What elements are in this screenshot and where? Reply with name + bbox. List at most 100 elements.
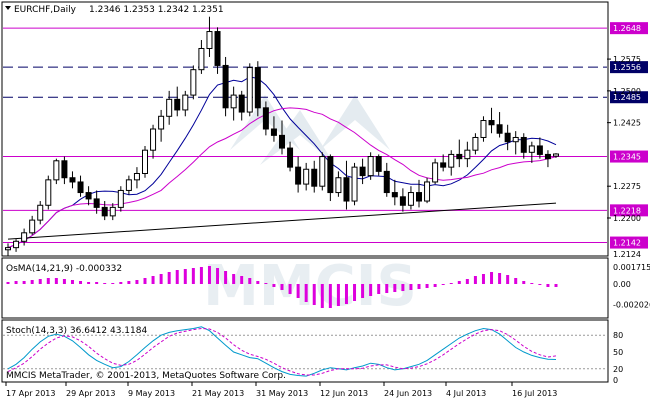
stoch-tick-label: 80	[613, 331, 623, 340]
candle	[416, 179, 422, 208]
candle	[125, 175, 132, 195]
candle-body	[456, 153, 463, 160]
candle-body	[335, 177, 342, 194]
candle	[190, 65, 197, 100]
candle	[109, 203, 116, 221]
candle-body	[158, 115, 165, 130]
level-lines: 1.2648 1.2556 1.2485 1.2345 1.2218 1.2142	[3, 22, 648, 249]
candle	[21, 228, 28, 246]
osma-tick-label: -0.002026	[613, 300, 650, 309]
candle	[319, 152, 326, 191]
time-axis: 17 Apr 2013 29 Apr 2013 9 May 2013 21 May 2…	[5, 382, 557, 398]
candle-body	[351, 166, 358, 202]
candle-body	[440, 162, 447, 168]
candle-body	[254, 67, 261, 109]
candle-body	[520, 136, 527, 153]
candle-body	[150, 128, 157, 151]
candle	[262, 101, 269, 136]
candle	[222, 56, 229, 117]
candle	[472, 133, 479, 155]
candle-body	[311, 168, 318, 187]
candle	[544, 150, 551, 168]
level-tag-label: 1.2485	[613, 93, 641, 102]
candle	[488, 107, 495, 134]
candle	[45, 175, 52, 210]
candle-body	[464, 149, 471, 160]
candle	[528, 141, 535, 163]
candle-body	[125, 179, 132, 191]
level-tag-label: 1.2648	[613, 24, 641, 33]
candle	[166, 90, 173, 125]
candle	[69, 171, 76, 189]
candle-body	[21, 232, 28, 242]
candle-body	[424, 181, 431, 202]
candle-body	[77, 181, 84, 194]
candle	[295, 156, 302, 193]
candle	[335, 171, 342, 197]
osma-tick-label: 0.00	[613, 280, 631, 289]
stoch-tick-label: 0	[613, 376, 618, 385]
price-axis: 1.2575 1.2500 1.2425 1.2275 1.2200 1.2124	[607, 55, 641, 259]
candle-body	[190, 69, 197, 96]
symbol-label: EURCHF,Daily	[14, 5, 77, 15]
candle-body	[327, 156, 334, 194]
candle	[504, 124, 511, 151]
candle	[464, 141, 471, 168]
candle	[343, 160, 350, 210]
candle-body	[391, 192, 398, 198]
candle-body	[109, 206, 116, 217]
candle-body	[174, 98, 181, 111]
ma-slow-line	[7, 202, 557, 240]
level-tag: 1.2345	[610, 150, 648, 163]
candle-body	[206, 31, 213, 49]
level-tag-bg	[610, 91, 648, 104]
time-tick-label: 4 Jul 2013	[446, 389, 486, 398]
osma-label: OsMA(14,21,9) -0.000332	[6, 264, 122, 274]
candle	[158, 109, 165, 142]
candle	[174, 86, 181, 117]
candle-body	[117, 189, 124, 208]
candle	[133, 167, 140, 189]
candle	[391, 179, 398, 206]
dropdown-triangle-icon[interactable]	[5, 6, 11, 10]
time-tick-label: 17 Apr 2013	[6, 389, 55, 398]
candle-body	[416, 192, 422, 202]
level-tag: 1.2648	[610, 22, 648, 35]
candle-body	[133, 172, 140, 181]
price-tick-label: 1.2575	[613, 55, 641, 64]
candle-body	[29, 219, 36, 234]
stoch-label: Stoch(14,3,3) 36.6412 43.1184	[6, 326, 147, 336]
candle-body	[230, 94, 237, 109]
stoch-lines: 80 50 20 0	[3, 326, 623, 385]
candle-body	[214, 31, 221, 66]
candle-body	[448, 153, 455, 168]
candle	[61, 156, 68, 185]
osma-tick-label: 0.001715	[613, 263, 650, 272]
time-tick-label: 12 Jun 2013	[320, 389, 368, 398]
stoch-d-line	[7, 327, 557, 376]
level-tag-label: 1.2142	[613, 239, 641, 248]
candle	[101, 201, 108, 221]
candle	[303, 162, 310, 191]
candle	[117, 186, 124, 212]
level-tag-label: 1.2556	[613, 63, 641, 72]
candle	[85, 186, 92, 206]
candle-body	[407, 192, 414, 206]
time-tick-label: 31 May 2013	[256, 389, 308, 398]
candle	[496, 112, 503, 138]
candle	[383, 162, 390, 197]
time-tick-label: 24 Jun 2013	[384, 389, 432, 398]
candle	[182, 90, 189, 117]
stoch-tick-label: 50	[613, 348, 623, 357]
candle	[448, 150, 455, 176]
candle	[367, 152, 374, 180]
candle-body	[142, 149, 148, 174]
level-tag-label: 1.2345	[613, 153, 641, 162]
candle	[375, 154, 382, 176]
candle	[198, 40, 205, 74]
level-tag-bg	[610, 61, 648, 74]
level-tag-bg	[610, 236, 648, 249]
level-tag-label: 1.2218	[613, 206, 641, 215]
candle	[327, 154, 334, 202]
